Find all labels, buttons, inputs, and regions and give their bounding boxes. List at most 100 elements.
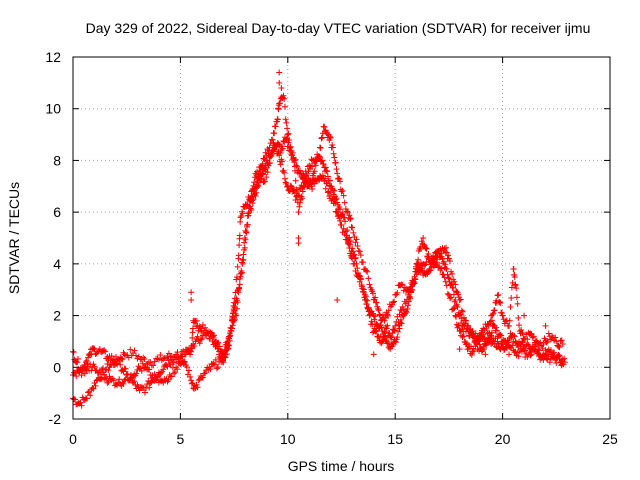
data-point [544, 338, 551, 345]
data-point [308, 183, 315, 190]
data-point [324, 168, 331, 175]
data-point [188, 345, 195, 352]
data-point [174, 366, 181, 373]
data-point [91, 346, 98, 353]
data-point [350, 229, 357, 236]
data-point [82, 366, 89, 373]
data-point [289, 149, 296, 156]
plot-frame [72, 56, 611, 420]
outlier-point [188, 297, 195, 304]
data-point [354, 265, 361, 272]
data-point [282, 179, 289, 186]
x-axis-label: GPS time / hours [288, 458, 395, 474]
data-point [511, 273, 518, 280]
data-point [140, 354, 147, 361]
data-point [332, 196, 339, 203]
data-point [337, 178, 344, 185]
data-point [256, 179, 263, 186]
data-point [135, 353, 142, 360]
data-point [272, 142, 279, 149]
y-tick-labels: -2 0 2 4 6 8 10 12 [45, 49, 61, 427]
axis-ticks [72, 56, 611, 420]
data-point [480, 331, 487, 338]
data-point [327, 134, 334, 141]
data-point [373, 299, 380, 306]
data-point [301, 179, 308, 186]
data-point [102, 348, 109, 355]
data-point [508, 284, 515, 291]
data-point [490, 321, 497, 328]
data-point [431, 255, 438, 262]
data-point [234, 263, 241, 270]
data-point [197, 336, 204, 343]
data-point [282, 116, 289, 123]
data-point [187, 351, 194, 358]
data-point [92, 382, 99, 389]
data-point [356, 248, 363, 255]
data-point [359, 285, 366, 292]
data-point [115, 356, 122, 363]
data-point [493, 327, 500, 334]
data-point [349, 245, 356, 252]
data-point [513, 294, 520, 301]
data-point [250, 196, 257, 203]
data-point [420, 241, 427, 248]
data-point [446, 295, 453, 302]
data-point [165, 357, 172, 364]
data-point [354, 242, 361, 249]
data-point [363, 267, 370, 274]
data-point [459, 333, 466, 340]
data-point [264, 169, 271, 176]
data-point [202, 370, 209, 377]
data-point [281, 95, 288, 102]
data-point [116, 376, 123, 383]
data-point [535, 346, 542, 353]
data-point [263, 174, 270, 181]
data-point [163, 362, 170, 369]
data-point [408, 287, 415, 294]
data-point [299, 185, 306, 192]
data-point [384, 322, 391, 329]
data-point [74, 359, 81, 366]
data-point [383, 325, 390, 332]
data-point [181, 358, 188, 365]
data-point [284, 135, 291, 142]
data-point [458, 315, 465, 322]
data-point [160, 366, 167, 373]
data-point [546, 359, 553, 366]
data-point [108, 352, 115, 359]
data-point [390, 299, 397, 306]
data-point [293, 162, 300, 169]
y-tick-label: 0 [53, 359, 61, 375]
data-point [501, 346, 508, 353]
data-point [341, 214, 348, 221]
data-point [309, 186, 316, 193]
data-point [158, 370, 165, 377]
data-point [194, 333, 201, 340]
data-point [120, 380, 127, 387]
data-point [229, 322, 236, 329]
data-point [77, 399, 84, 406]
data-point [311, 168, 318, 175]
data-point [261, 178, 268, 185]
data-point [460, 333, 467, 340]
data-point [194, 384, 201, 391]
data-point [559, 356, 566, 363]
data-point [138, 367, 145, 374]
data-point [320, 175, 327, 182]
data-points [70, 69, 568, 409]
data-point [545, 330, 552, 337]
data-point [388, 301, 395, 308]
data-point [497, 299, 504, 306]
y-axis-label: SDTVAR / TECUs [6, 182, 22, 294]
outlier-point [276, 69, 283, 76]
data-point [284, 125, 291, 132]
data-point [342, 218, 349, 225]
data-point [450, 306, 457, 313]
data-point [193, 317, 200, 324]
data-point [244, 221, 251, 228]
data-point [470, 334, 477, 341]
data-point [279, 145, 286, 152]
data-point [488, 329, 495, 336]
data-point [255, 182, 262, 189]
